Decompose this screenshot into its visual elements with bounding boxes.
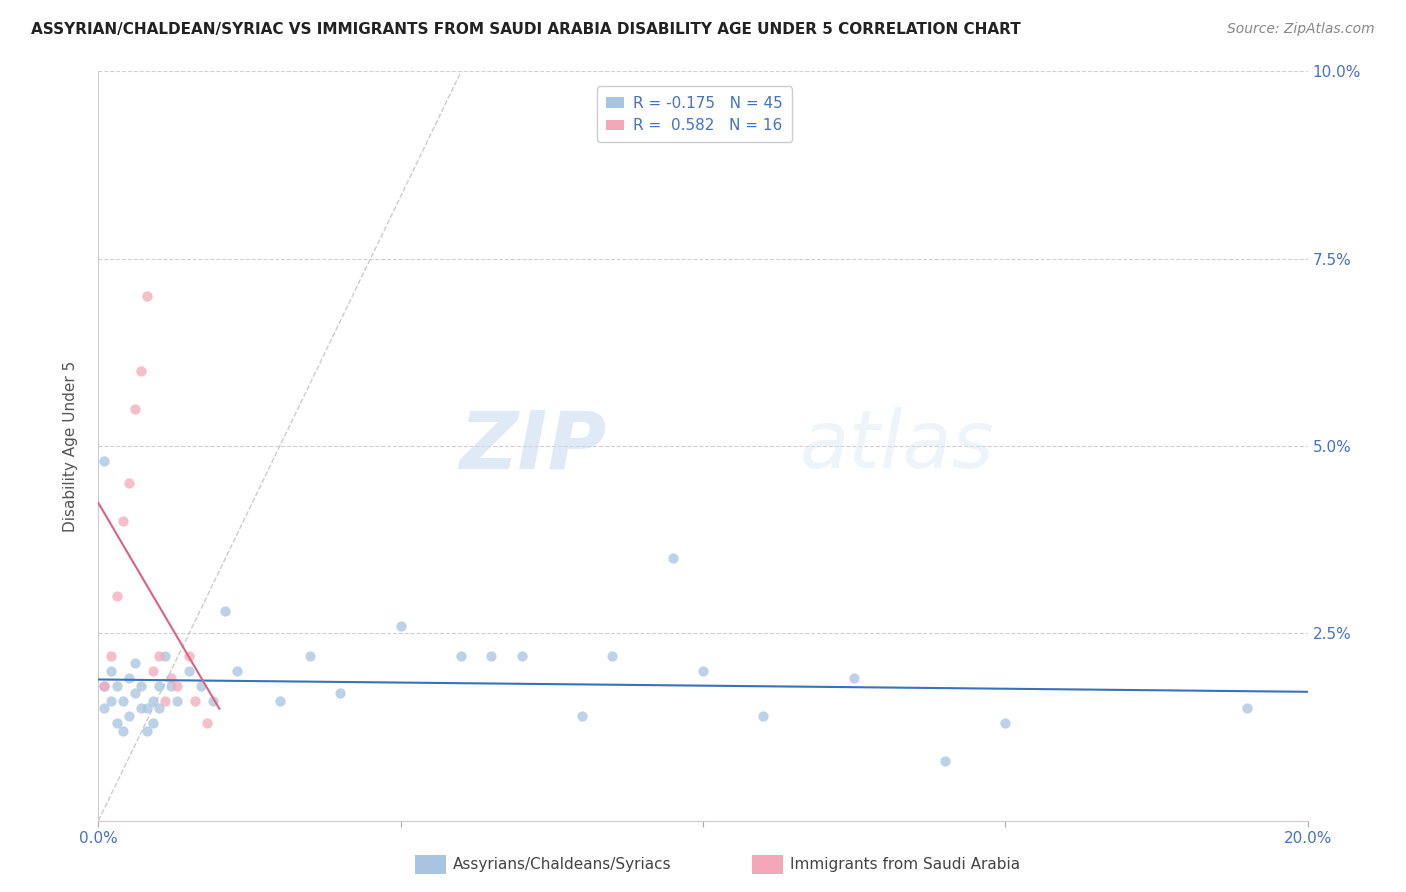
Point <box>100 694 122 708</box>
Point <box>93 701 115 715</box>
Point <box>135 701 157 715</box>
Point <box>571 708 593 723</box>
Text: ZIP: ZIP <box>458 407 606 485</box>
Point <box>124 686 146 700</box>
Point <box>389 619 412 633</box>
Text: Immigrants from Saudi Arabia: Immigrants from Saudi Arabia <box>790 857 1021 871</box>
Point <box>118 671 141 685</box>
Point <box>100 648 122 663</box>
Point <box>184 694 207 708</box>
Point <box>166 679 188 693</box>
Point <box>269 694 291 708</box>
Point <box>329 686 352 700</box>
Point <box>190 679 212 693</box>
Point <box>142 664 165 678</box>
Point <box>118 708 141 723</box>
Point <box>93 454 115 468</box>
Point <box>153 648 176 663</box>
Point <box>450 648 472 663</box>
Point <box>129 364 152 378</box>
Point <box>124 657 146 671</box>
Point <box>195 716 218 731</box>
Point <box>124 401 146 416</box>
Point <box>844 671 866 685</box>
Point <box>1236 701 1258 715</box>
Point <box>692 664 714 678</box>
Point <box>510 648 533 663</box>
Point <box>129 679 152 693</box>
Point <box>142 694 165 708</box>
Y-axis label: Disability Age Under 5: Disability Age Under 5 <box>63 360 77 532</box>
Point <box>111 723 134 738</box>
Point <box>166 694 188 708</box>
Text: Source: ZipAtlas.com: Source: ZipAtlas.com <box>1227 22 1375 37</box>
Point <box>148 648 170 663</box>
Point <box>105 679 128 693</box>
Point <box>226 664 249 678</box>
Point <box>135 289 157 303</box>
Point <box>602 648 624 663</box>
Point <box>160 671 183 685</box>
Text: Assyrians/Chaldeans/Syriacs: Assyrians/Chaldeans/Syriacs <box>453 857 671 871</box>
Point <box>160 679 183 693</box>
Point <box>100 664 122 678</box>
Point <box>148 701 170 715</box>
Point <box>93 679 115 693</box>
Text: ASSYRIAN/CHALDEAN/SYRIAC VS IMMIGRANTS FROM SAUDI ARABIA DISABILITY AGE UNDER 5 : ASSYRIAN/CHALDEAN/SYRIAC VS IMMIGRANTS F… <box>31 22 1021 37</box>
Point <box>118 476 141 491</box>
Text: atlas: atlas <box>800 407 994 485</box>
Point <box>129 701 152 715</box>
Point <box>142 716 165 731</box>
Point <box>105 716 128 731</box>
Point <box>661 551 683 566</box>
Point <box>994 716 1017 731</box>
Point <box>179 664 201 678</box>
Point <box>111 694 134 708</box>
Point <box>111 514 134 528</box>
Point <box>202 694 225 708</box>
Point <box>179 648 201 663</box>
Point <box>934 754 956 768</box>
Point <box>214 604 236 618</box>
Point <box>752 708 775 723</box>
Point <box>135 723 157 738</box>
Point <box>93 679 115 693</box>
Point <box>481 648 503 663</box>
Point <box>105 589 128 603</box>
Point <box>148 679 170 693</box>
Legend: R = -0.175   N = 45, R =  0.582   N = 16: R = -0.175 N = 45, R = 0.582 N = 16 <box>596 87 792 143</box>
Point <box>153 694 176 708</box>
Point <box>299 648 322 663</box>
